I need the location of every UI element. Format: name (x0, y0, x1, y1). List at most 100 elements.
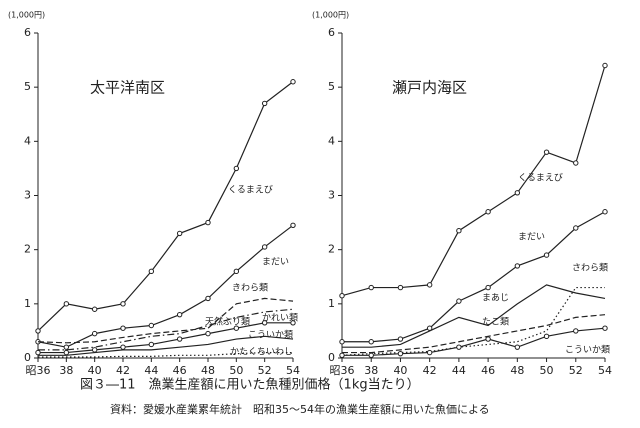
series-label: くるまえび (228, 185, 273, 196)
x-tick-label: 50 (229, 364, 243, 377)
series-label: こういか類 (565, 345, 610, 356)
series-marker (91, 306, 98, 312)
series-marker (148, 322, 155, 329)
y-tick-label: 5 (328, 80, 335, 93)
x-tick-label: 52 (569, 364, 583, 377)
series-marker (63, 344, 70, 350)
series-marker (205, 330, 211, 337)
series-label: まだい (262, 257, 289, 268)
y-tick-label: 2 (328, 243, 335, 256)
series-marker (514, 263, 521, 269)
series-label: たこ類 (482, 317, 509, 328)
series-marker (397, 350, 404, 357)
series-marker (120, 325, 126, 331)
series-marker (573, 225, 579, 231)
series-line (37, 81, 294, 332)
series-line (38, 322, 293, 354)
x-tick-label: 40 (88, 364, 102, 377)
series-line (342, 327, 606, 356)
x-tick-label: 昭36 (26, 364, 51, 377)
series-marker (368, 352, 374, 358)
series-marker (63, 301, 70, 307)
series-marker (148, 341, 155, 348)
series-label: くるまえび (518, 173, 563, 184)
x-tick-label: 48 (201, 364, 215, 377)
series-label: かたくちいわし (230, 347, 293, 358)
series-label: きわら類 (232, 283, 268, 294)
series-marker (397, 284, 404, 291)
x-tick-label: 42 (116, 364, 130, 377)
series-marker (233, 165, 240, 172)
x-tick-label: 54 (598, 364, 612, 377)
chart-title: 太平洋南区 (90, 79, 165, 97)
series-label: まだい (518, 232, 545, 243)
series-marker (339, 293, 345, 299)
series-line (341, 286, 605, 356)
source-note: 資料：愛媛水産業累年統計 昭和35～54年の漁業生産額に用いた魚価による (110, 402, 490, 416)
y-tick-label: 0 (24, 351, 31, 364)
x-tick-label: 44 (452, 364, 466, 377)
series-marker (120, 344, 126, 350)
series-marker (543, 149, 550, 155)
y-tick-label: 1 (328, 297, 335, 310)
series-marker (456, 298, 462, 304)
series-marker (456, 228, 462, 234)
y-tick-label: 4 (328, 134, 335, 147)
series-marker (602, 325, 608, 331)
series-marker (176, 230, 183, 237)
series-marker (120, 301, 126, 307)
series-marker (205, 219, 211, 226)
series-marker (485, 284, 491, 291)
series-marker (176, 311, 183, 318)
series-marker (426, 349, 433, 356)
y-tick-label: 2 (24, 243, 31, 256)
caption: 図３―11 漁業生産額に用いた魚種別価格（1kg当たり） (80, 377, 420, 393)
series-marker (63, 349, 70, 356)
series-marker (290, 222, 296, 228)
x-tick-label: 54 (286, 364, 300, 377)
series-marker (91, 347, 98, 353)
series-marker (233, 325, 240, 331)
series-marker (35, 349, 41, 356)
series-marker (573, 160, 579, 166)
y-tick-label: 6 (24, 26, 31, 39)
series-marker (176, 336, 183, 342)
y-tick-label: 6 (328, 26, 335, 39)
series-line (341, 65, 606, 297)
series-marker (456, 344, 462, 350)
y-tick-label: 1 (24, 297, 31, 310)
chart-title: 瀬戸内海区 (392, 79, 467, 97)
series-label: まあじ (482, 293, 509, 304)
series-line (37, 297, 294, 344)
series-marker (368, 284, 374, 291)
series-marker (602, 62, 608, 69)
series-marker (426, 282, 433, 288)
y-tick-label: 3 (328, 189, 335, 202)
series-line (342, 314, 606, 354)
series-label: さわら類 (572, 263, 608, 274)
series-marker (573, 328, 579, 334)
series-marker (397, 336, 404, 342)
x-tick-label: 46 (173, 364, 187, 377)
series-line (342, 211, 606, 343)
series-marker (602, 209, 608, 215)
series-line (38, 335, 294, 356)
series-label: こういか類 (248, 330, 293, 341)
x-tick-label: 昭36 (330, 364, 355, 377)
series-marker (339, 339, 345, 345)
series-marker (514, 344, 521, 350)
x-tick-label: 52 (258, 364, 272, 377)
series-marker (290, 79, 296, 85)
y-tick-label: 5 (24, 80, 31, 93)
y-tick-label: 0 (328, 351, 335, 364)
series-marker (485, 209, 491, 215)
y-unit: (1,000円) (312, 11, 349, 20)
series-marker (148, 268, 155, 275)
series-marker (339, 352, 345, 358)
series-marker (91, 330, 98, 337)
series-marker (35, 328, 41, 334)
series-marker (368, 339, 374, 345)
series-marker (543, 333, 550, 340)
series-marker (485, 336, 491, 342)
y-tick-label: 3 (24, 189, 31, 202)
